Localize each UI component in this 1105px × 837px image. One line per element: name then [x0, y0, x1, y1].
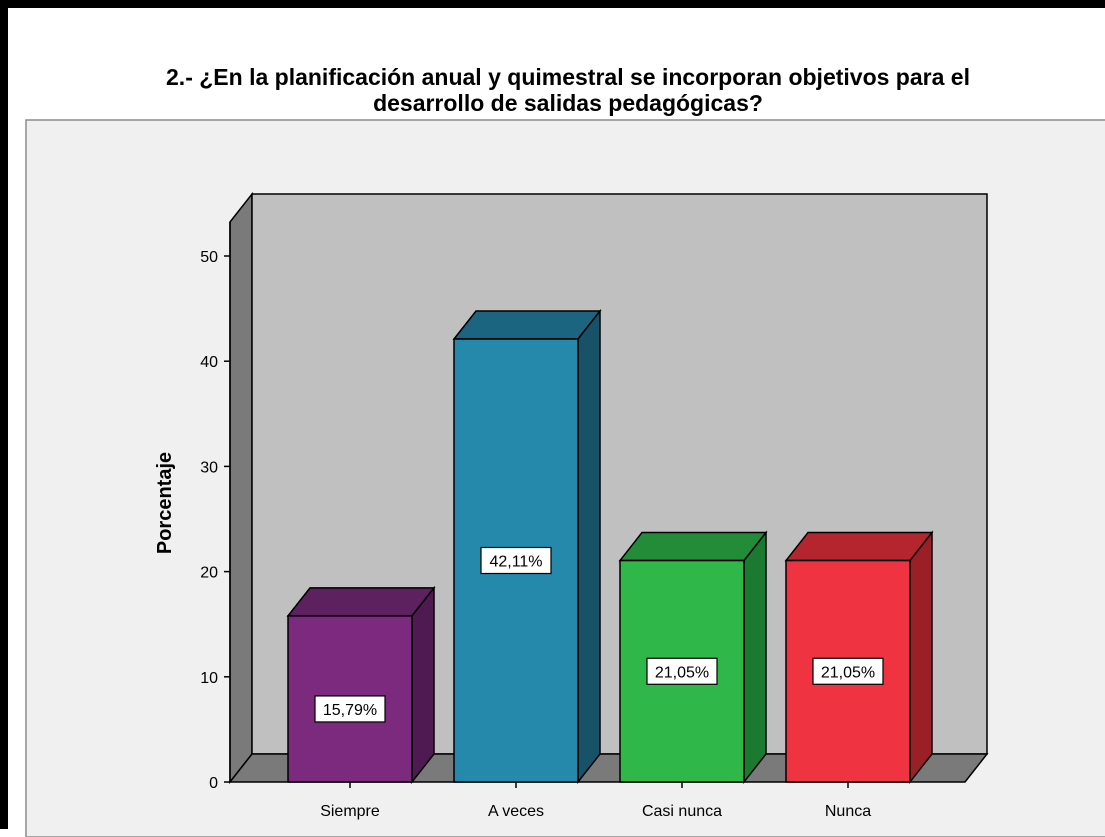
bar-top — [452, 310, 602, 340]
bar-side — [577, 308, 601, 785]
chart-title-line-2: desarrollo de salidas pedagógicas? — [373, 90, 763, 116]
x-tick-label: A veces — [488, 803, 544, 820]
data-label: 21,05% — [655, 664, 709, 681]
bar-a-veces — [453, 338, 579, 783]
x-tick-label: Siempre — [320, 803, 380, 820]
bar-top — [286, 587, 436, 617]
data-label: 21,05% — [821, 664, 875, 681]
y-tick-label: 40 — [200, 354, 218, 371]
x-axis-labels: Siempre A veces Casi nunca Nunca — [320, 782, 871, 820]
y-axis-label: Porcentaje — [154, 452, 176, 554]
chart-title-line-1: 2.- ¿En la planificación anual y quimest… — [166, 64, 970, 90]
bar-top — [784, 531, 934, 562]
bars-group: 15,79% 42,11% 21,05% 21,05% — [286, 308, 934, 785]
bar-side — [909, 530, 933, 785]
data-label: 15,79% — [323, 702, 377, 719]
data-label: 42,11% — [489, 554, 542, 571]
plot-left-wall — [229, 191, 253, 785]
bar-side — [411, 585, 435, 785]
y-tick-label: 30 — [200, 459, 218, 476]
y-axis-ticks: 0 10 20 30 40 50 — [200, 249, 230, 792]
data-label-box — [812, 657, 884, 685]
data-label-box — [646, 657, 718, 685]
bar-chart: 2.- ¿En la planificación anual y quimest… — [25, 64, 1105, 837]
y-tick-label: 20 — [200, 565, 218, 582]
data-label-box — [314, 695, 386, 723]
y-tick-label: 50 — [200, 249, 218, 266]
data-label-box — [480, 546, 552, 575]
y-tick-label: 10 — [200, 670, 218, 687]
y-tick-label: 0 — [209, 775, 218, 792]
bar-top — [618, 531, 768, 562]
x-tick-label: Nunca — [825, 803, 871, 820]
bar-side — [743, 530, 767, 785]
x-tick-label: Casi nunca — [642, 803, 722, 820]
